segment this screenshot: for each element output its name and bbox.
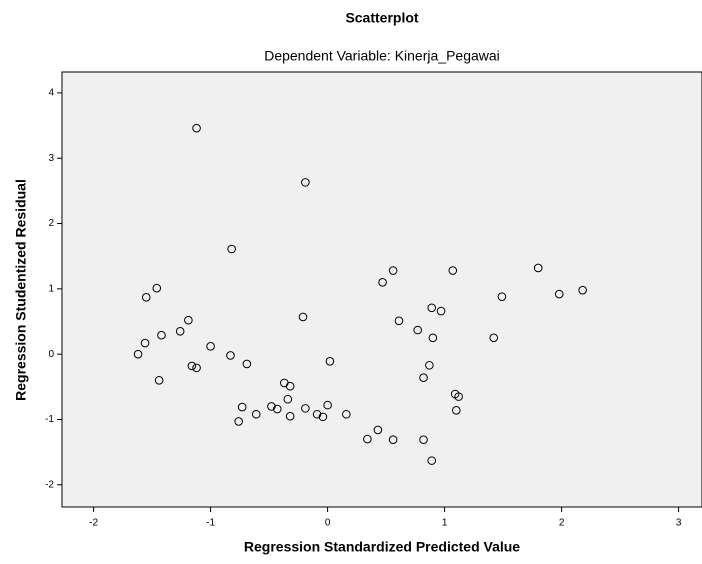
point xyxy=(554,289,564,299)
point xyxy=(298,312,308,322)
x-tick-label: 2 xyxy=(559,518,565,529)
point xyxy=(301,178,310,187)
point xyxy=(323,400,332,410)
x-tick-label: -2 xyxy=(89,518,98,529)
point xyxy=(413,325,422,335)
point xyxy=(206,342,215,351)
point xyxy=(175,327,185,336)
point xyxy=(427,303,437,313)
point xyxy=(448,266,458,275)
point xyxy=(428,333,438,343)
point xyxy=(251,409,261,419)
point xyxy=(237,402,247,412)
point xyxy=(272,404,282,414)
point xyxy=(378,278,387,287)
point xyxy=(388,266,398,275)
point xyxy=(152,283,162,293)
point xyxy=(318,412,328,422)
point xyxy=(497,292,507,301)
point xyxy=(226,351,235,360)
y-tick-label: 3 xyxy=(48,153,54,164)
point xyxy=(140,338,150,348)
chart-subtitle: Dependent Variable: Kinerja_Pegawai xyxy=(264,48,500,64)
x-axis-label: Regression Standardized Predicted Value xyxy=(244,539,520,555)
x-tick-label: 3 xyxy=(676,518,682,529)
plot-area xyxy=(61,71,702,508)
point xyxy=(451,406,461,415)
point xyxy=(489,333,499,343)
point xyxy=(192,123,201,133)
point xyxy=(227,244,236,254)
point xyxy=(388,435,398,445)
y-tick-label: 0 xyxy=(48,349,54,360)
y-tick-label: 1 xyxy=(48,283,54,294)
point xyxy=(267,402,276,411)
point xyxy=(325,357,335,366)
point xyxy=(184,315,193,325)
point xyxy=(578,285,587,295)
point xyxy=(425,360,434,370)
point xyxy=(133,349,143,359)
point xyxy=(419,373,428,382)
x-tick-label: 0 xyxy=(325,518,331,529)
point xyxy=(363,434,372,444)
point xyxy=(234,417,243,426)
point xyxy=(394,316,404,326)
x-tick-label: -1 xyxy=(206,518,215,529)
y-tick-label: -2 xyxy=(45,479,54,490)
point xyxy=(427,456,437,465)
point xyxy=(342,409,351,419)
x-tick-label: 1 xyxy=(442,518,448,529)
point xyxy=(533,263,543,273)
point xyxy=(157,330,166,340)
point xyxy=(454,392,463,401)
point xyxy=(141,293,151,302)
point xyxy=(301,404,310,413)
y-tick-label: -1 xyxy=(45,414,54,425)
point xyxy=(373,425,383,435)
point xyxy=(285,381,295,391)
point xyxy=(419,435,428,445)
y-axis-label: Regression Studentized Residual xyxy=(13,179,29,401)
y-tick-label: 4 xyxy=(48,88,54,99)
y-tick-label: 2 xyxy=(48,218,54,229)
point xyxy=(154,375,164,385)
point xyxy=(436,306,446,316)
chart-title: Scatterplot xyxy=(345,10,418,26)
point xyxy=(312,409,322,419)
point xyxy=(242,359,252,369)
point xyxy=(192,363,201,373)
point xyxy=(285,411,295,421)
point xyxy=(187,361,197,371)
point xyxy=(283,394,293,404)
